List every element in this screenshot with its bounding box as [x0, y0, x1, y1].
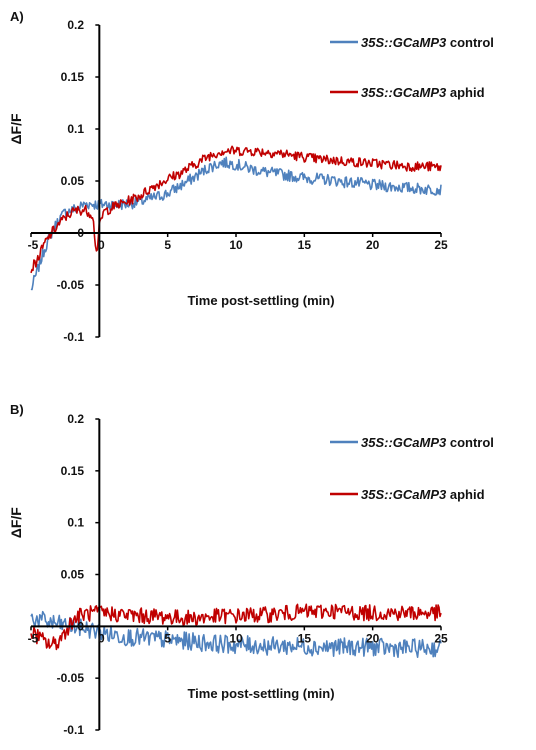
x-tick-label: -5	[28, 238, 39, 252]
legend-condition: control	[446, 35, 494, 50]
y-tick-label: -0.05	[57, 278, 85, 292]
x-tick-label: 10	[229, 631, 243, 645]
panel-label: A)	[10, 9, 24, 24]
legend-genotype: 35S::GCaMP3	[361, 435, 447, 450]
y-tick-label: 0.2	[67, 412, 84, 426]
series-line	[30, 145, 442, 274]
legend-label: 35S::GCaMP3 aphid	[361, 487, 485, 502]
x-tick-label: 25	[434, 238, 448, 252]
legend-genotype: 35S::GCaMP3	[361, 35, 447, 50]
panel-label: B)	[10, 402, 24, 417]
y-tick-label: 0.15	[61, 464, 85, 478]
legend-genotype: 35S::GCaMP3	[361, 487, 447, 502]
y-axis-label: ΔF/F	[8, 113, 24, 145]
y-tick-label: 0.1	[67, 122, 84, 136]
x-tick-label: 15	[298, 631, 312, 645]
y-tick-label: -0.1	[63, 330, 84, 344]
y-tick-label: -0.1	[63, 723, 84, 737]
x-tick-label: 0	[98, 631, 105, 645]
legend-condition: control	[446, 435, 494, 450]
x-tick-label: 10	[229, 238, 243, 252]
y-tick-label: 0.05	[61, 174, 85, 188]
x-tick-label: 20	[366, 631, 380, 645]
y-tick-label: 0.1	[67, 516, 84, 530]
x-tick-label: -5	[28, 631, 39, 645]
x-tick-label: 5	[164, 631, 171, 645]
x-tick-label: 25	[434, 631, 448, 645]
legend-condition: aphid	[446, 487, 484, 502]
y-axis-label: ΔF/F	[8, 507, 24, 539]
x-tick-label: 0	[98, 238, 105, 252]
x-axis-label: Time post-settling (min)	[187, 686, 334, 701]
y-tick-label: 0.05	[61, 568, 85, 582]
x-axis-label: Time post-settling (min)	[187, 293, 334, 308]
legend-label: 35S::GCaMP3 aphid	[361, 85, 485, 100]
legend-genotype: 35S::GCaMP3	[361, 85, 447, 100]
legend-label: 35S::GCaMP3 control	[361, 435, 494, 450]
y-tick-label: 0.15	[61, 70, 85, 84]
y-tick-label: 0.2	[67, 18, 84, 32]
legend-label: 35S::GCaMP3 control	[361, 35, 494, 50]
x-tick-label: 20	[366, 238, 380, 252]
y-tick-label: -0.05	[57, 671, 85, 685]
legend-condition: aphid	[446, 85, 484, 100]
x-tick-label: 5	[164, 238, 171, 252]
y-tick-label: 0	[77, 226, 84, 240]
y-tick-label: 0	[77, 619, 84, 633]
x-tick-label: 15	[298, 238, 312, 252]
series-line	[30, 156, 442, 291]
